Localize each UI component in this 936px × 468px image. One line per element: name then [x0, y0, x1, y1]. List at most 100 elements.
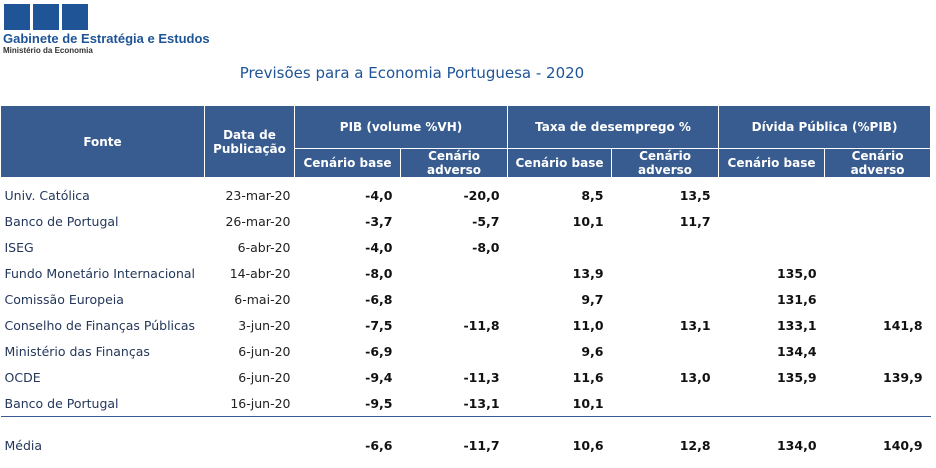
cell-div-b: 135,0: [776, 265, 817, 281]
cell-pib-a: -8,0: [472, 239, 500, 255]
header-pib: PIB (volume %VH): [293, 105, 509, 149]
page-title: Previsões para a Economia Portuguesa - 2…: [239, 64, 585, 82]
logo-square: [33, 4, 59, 30]
cell-div-b: [719, 234, 825, 260]
cell-des-b: 10,1: [572, 213, 604, 229]
table-row: Banco de Portugal 26-mar-20 -3,7 -5,7 10,1 11…: [1, 208, 931, 234]
cell-data: 16-jun-20: [230, 395, 291, 411]
header-pib-base: Cenário base: [294, 148, 401, 178]
table-row: ISEG 6-abr-20 -4,0 -8,0: [1, 234, 931, 260]
cell-des-a: [612, 260, 719, 286]
cell-pib-a: [401, 286, 508, 312]
cell-des-b: 11,6: [572, 369, 604, 385]
cell-data: 6-abr-20: [237, 239, 291, 255]
cell-pib-a: -11,8: [463, 317, 500, 333]
cell-fonte: Ministério das Finanças: [4, 343, 150, 359]
cell-pib-a: -20,0: [463, 187, 500, 203]
cell-des-a: [612, 234, 719, 260]
cell-fonte: Fundo Monetário Internacional: [4, 265, 196, 281]
cell-data: 3-jun-20: [238, 317, 291, 333]
cell-des-b: 8,5: [581, 187, 604, 203]
header-div-base: Cenário base: [718, 148, 826, 178]
header-data: Data de Publicação: [204, 105, 295, 178]
header-divida: Dívida Pública (%PIB): [718, 105, 932, 149]
table-row: Univ. Católica 23-mar-20 -4,0 -20,0 8,5 13,5: [1, 182, 931, 208]
cell-pib-b: -4,0: [365, 239, 393, 255]
cell-pib-b: -9,4: [365, 369, 393, 385]
cell-fonte: OCDE: [4, 369, 41, 385]
cell-div-b: 135,9: [776, 369, 817, 385]
cell-pib-a: -5,7: [472, 213, 500, 229]
cell-pib-b: -3,7: [365, 213, 393, 229]
cell-pib-b: -6,6: [294, 416, 401, 467]
header-pib-adverso: Cenário adverso: [399, 148, 509, 178]
cell-data: 14-abr-20: [229, 265, 291, 281]
cell-pib-a: -11,7: [400, 416, 508, 467]
cell-pib-b: -4,0: [365, 187, 393, 203]
cell-des-a: [612, 286, 719, 312]
cell-pib-a: [401, 260, 508, 286]
cell-pib-b: -6,8: [365, 291, 393, 307]
cell-des-b: 9,7: [581, 291, 604, 307]
cell-div-b: 133,1: [776, 317, 817, 333]
cell-div-b: [719, 182, 825, 208]
logo-square: [62, 4, 88, 30]
cell-fonte: Banco de Portugal: [4, 213, 119, 229]
table-row: Conselho de Finanças Públicas 3-jun-20 -7,…: [1, 312, 931, 338]
cell-des-b: 13,9: [572, 265, 604, 281]
logo-squares: [4, 4, 210, 30]
cell-fonte: Banco de Portugal: [4, 395, 119, 411]
cell-div-b: [719, 390, 825, 417]
cell-div-a: [825, 182, 931, 208]
cell-div-a: [825, 286, 931, 312]
cell-des-b: 10,6: [507, 416, 612, 467]
cell-div-a: [825, 234, 931, 260]
cell-div-a: [825, 208, 931, 234]
logo-subtitle: Ministério da Economia: [3, 46, 93, 55]
cell-data: [204, 416, 295, 467]
header-des-adverso: Cenário adverso: [611, 148, 720, 178]
cell-data: 6-mai-20: [234, 291, 291, 307]
header-div-adverso: Cenário adverso: [824, 148, 932, 178]
cell-fonte: Conselho de Finanças Públicas: [4, 317, 196, 333]
cell-fonte: Comissão Europeia: [4, 291, 124, 307]
logo: Gabinete de Estratégia e Estudos Ministé…: [3, 4, 210, 56]
cell-des-a: 11,7: [679, 213, 711, 229]
cell-data: 23-mar-20: [225, 187, 291, 203]
cell-div-a: 139,9: [883, 369, 923, 385]
cell-div-a: 140,9: [824, 416, 931, 467]
table-row: OCDE 6-jun-20 -9,4 -11,3 11,6 13,0 135,9 139,9: [1, 364, 931, 390]
logo-name: Gabinete de Estratégia e Estudos: [3, 31, 210, 46]
cell-pib-a: -13,1: [463, 395, 500, 411]
cell-pib-b: -8,0: [365, 265, 393, 281]
cell-fonte: Média: [0, 416, 205, 467]
cell-data: 26-mar-20: [225, 213, 291, 229]
cell-div-a: [825, 338, 931, 364]
table-row: Banco de Portugal 16-jun-20 -9,5 -13,1 10,1: [1, 390, 931, 417]
header-desemprego: Taxa de desemprego %: [507, 105, 720, 149]
header-des-base: Cenário base: [507, 148, 613, 178]
cell-des-b: 11,0: [572, 317, 604, 333]
cell-pib-a: [401, 338, 508, 364]
table-row: Ministério das Finanças 6-jun-20 -6,9 9,6 13…: [1, 338, 931, 364]
cell-div-b: [719, 208, 825, 234]
cell-des-b: 9,6: [581, 343, 604, 359]
cell-pib-b: -6,9: [365, 343, 393, 359]
cell-div-a: [825, 390, 931, 417]
table-row: Fundo Monetário Internacional 14-abr-20 -8…: [1, 260, 931, 286]
cell-div-b: 134,4: [776, 343, 817, 359]
cell-pib-a: -11,3: [463, 369, 500, 385]
cell-pib-b: -9,5: [365, 395, 393, 411]
logo-square: [4, 4, 30, 30]
cell-div-b: 131,6: [776, 291, 817, 307]
cell-des-a: [612, 390, 719, 417]
forecast-table: Fonte Data de Publicação PIB (volume %VH…: [0, 105, 932, 467]
cell-des-a: 13,5: [679, 187, 711, 203]
cell-des-b: 10,1: [572, 395, 604, 411]
cell-pib-b: -7,5: [365, 317, 393, 333]
cell-data: 6-jun-20: [238, 343, 291, 359]
cell-des-a: 13,0: [679, 369, 711, 385]
cell-div-a: [825, 260, 931, 286]
table-row: Média -6,6 -11,7 10,6 12,8 134,0 140,9: [0, 416, 931, 467]
cell-fonte: Univ. Católica: [4, 187, 90, 203]
